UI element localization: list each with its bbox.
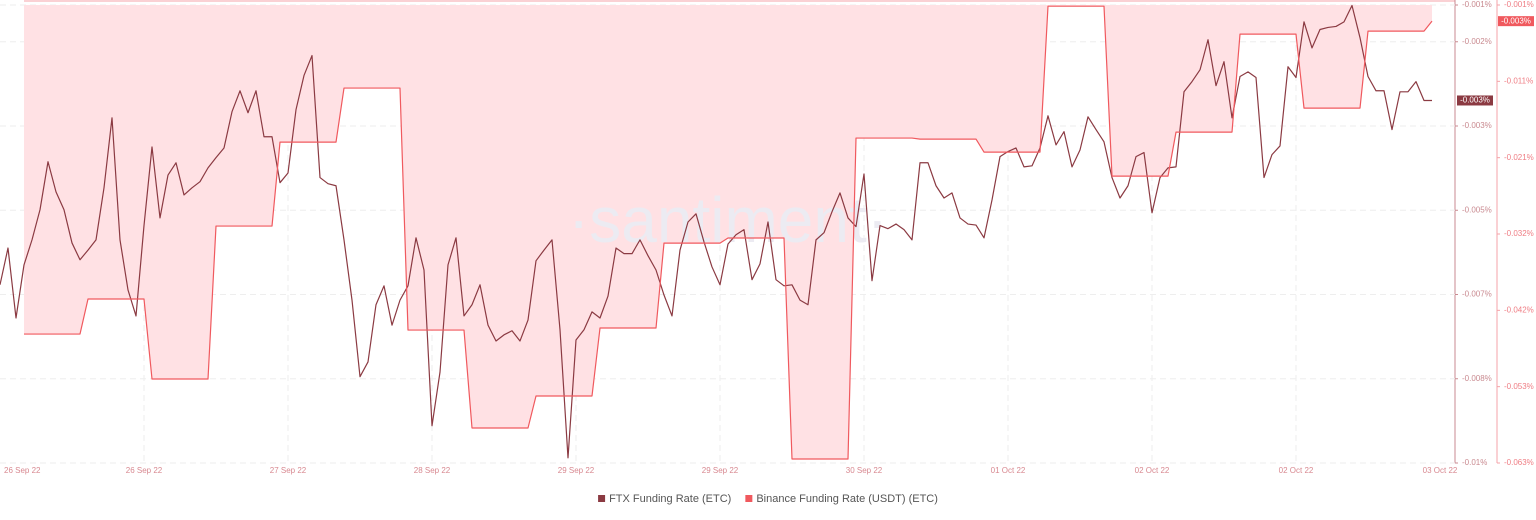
y2-tick-label: -0.011% (1504, 76, 1533, 85)
y-tick-label: -0.001% (1462, 0, 1492, 9)
x-tick-label: 29 Sep 22 (558, 466, 595, 475)
x-tick-label: 02 Oct 22 (1135, 466, 1170, 475)
legend-swatch (598, 495, 606, 502)
y2-tick-label: -0.001% (1504, 0, 1534, 9)
y-tick-label: -0.007% (1462, 290, 1492, 299)
y-tick-label: -0.008% (1462, 374, 1492, 383)
y-tick-label: -0.01% (1462, 458, 1487, 467)
x-tick-label: 26 Sep 22 (4, 466, 41, 475)
y-tick-label: -0.003% (1462, 121, 1492, 130)
foreground-layer: -0.01% -0.008% -0.007% -0.005% -0.003% -0.002… (0, 0, 1534, 505)
y-tick-label: -0.002% (1462, 37, 1492, 46)
x-tick-label: 30 Sep 22 (846, 466, 883, 475)
series-line (0, 4, 1432, 459)
area-fill (24, 5, 1432, 460)
x-tick-label: 02 Oct 22 (1279, 466, 1314, 475)
y2-tick-label: -0.021% (1504, 153, 1534, 162)
last-value-badge (1457, 95, 1493, 106)
y-tick-label: -0.005% (1462, 205, 1492, 214)
y2-tick-label: -0.063% (1504, 458, 1534, 467)
x-tick-label: 03 Oct 22 (1423, 466, 1458, 475)
x-tick-label: 28 Sep 22 (414, 466, 451, 475)
legend-swatch (745, 495, 753, 502)
y2-tick-label: -0.042% (1504, 305, 1534, 314)
series-line (24, 5, 1433, 460)
legend-label: Binance Funding Rate (USDT) (ETC) (756, 493, 938, 505)
last-value-label: -0.003% (1460, 96, 1490, 105)
legend-item: FTX Funding Rate (ETC) (598, 493, 731, 505)
last-value-label: -0.003% (1501, 16, 1531, 25)
x-tick-label: 27 Sep 22 (270, 466, 307, 475)
y2-tick-label: -0.053% (1504, 382, 1534, 391)
x-tick-label: 26 Sep 22 (126, 466, 163, 475)
legend-label: FTX Funding Rate (ETC) (609, 493, 731, 505)
legend-item: Binance Funding Rate (USDT) (ETC) (745, 493, 938, 505)
last-value-badge (1498, 16, 1534, 27)
background-layer (0, 0, 1500, 464)
x-tick-label: 29 Sep 22 (702, 466, 739, 475)
x-tick-label: 01 Oct 22 (991, 466, 1026, 475)
y2-tick-label: -0.032% (1504, 229, 1534, 238)
